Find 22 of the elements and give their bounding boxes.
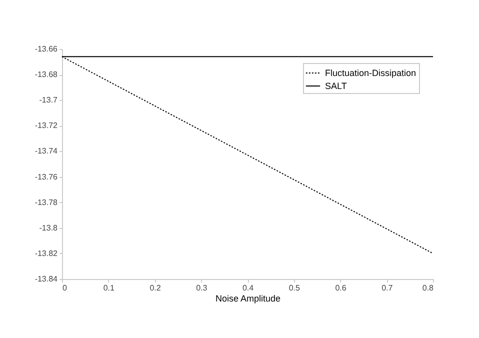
x-tick-label: 0.6	[335, 284, 347, 292]
y-tick-label: -13.84	[34, 274, 58, 284]
y-tick-label: -13.7	[39, 96, 58, 105]
y-tick-label: -13.66	[34, 44, 58, 54]
x-tick-label: 0.3	[196, 284, 208, 292]
x-tick-label: 0.5	[288, 284, 300, 292]
y-tick-label: -13.74	[34, 146, 58, 156]
x-tick-label: 0.1	[103, 284, 115, 292]
y-tick-label: -13.82	[34, 248, 58, 258]
y-tick-label: -13.78	[34, 198, 58, 207]
x-tick-label: 0.4	[242, 284, 254, 292]
y-tick-label: -13.8	[39, 223, 58, 232]
y-tick-label: -13.68	[34, 70, 58, 80]
legend-label: Fluctuation-Dissipation	[325, 68, 416, 78]
x-tick-label: 0.7	[382, 284, 394, 292]
x-axis-title: Noise Amplitude	[215, 294, 281, 304]
x-tick-label: 0.2	[150, 284, 162, 292]
x-tick-label: 0	[62, 284, 68, 292]
legend-label: SALT	[325, 81, 348, 91]
y-tick-label: -13.76	[34, 172, 58, 182]
y-tick-label: -13.72	[34, 121, 58, 130]
x-tick-label: 0.8	[422, 284, 434, 292]
